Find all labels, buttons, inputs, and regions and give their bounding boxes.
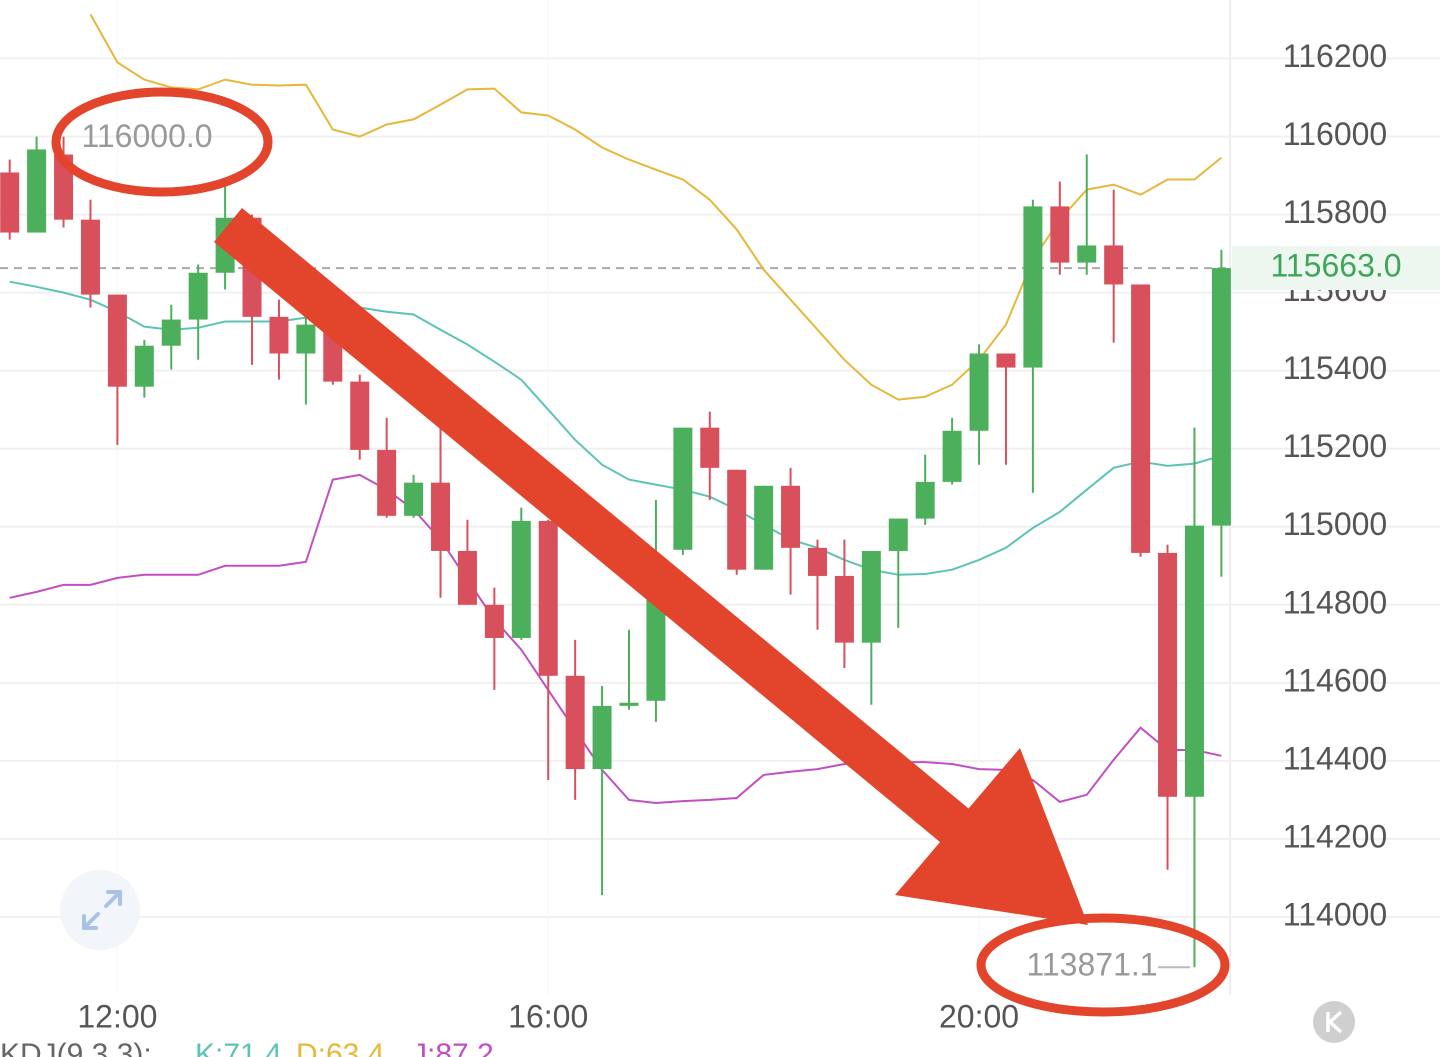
candle-body (1184, 525, 1204, 797)
y-tick-label: 116200 (1283, 38, 1387, 74)
candle-body (1211, 268, 1231, 526)
candle-body (107, 294, 127, 387)
candle-body (484, 604, 504, 638)
last-price-box (1232, 246, 1440, 291)
candle-body (511, 520, 531, 638)
high-marker-label: 116000.0 (81, 118, 212, 154)
candle-body (377, 449, 397, 516)
candle-body (781, 485, 801, 548)
candle-body (861, 550, 881, 643)
candle-body (269, 316, 289, 354)
candle-body (538, 520, 558, 676)
candle-body (1077, 245, 1097, 263)
candle-body (807, 547, 827, 576)
candle-body (592, 705, 612, 770)
candle-body (619, 702, 639, 706)
candle-body (1158, 552, 1178, 797)
highlight-ellipse (51, 87, 273, 197)
indicator-value: K:71.4 (195, 1038, 282, 1057)
highlight-ellipse (976, 913, 1230, 1017)
candle-body (431, 482, 451, 551)
candle-body (350, 381, 370, 450)
x-tick-label: 12:00 (77, 998, 157, 1034)
candle-body (1131, 284, 1151, 553)
candle-body (673, 427, 693, 550)
expand-icon[interactable] (82, 890, 122, 930)
candle-body (188, 272, 208, 320)
y-tick-label: 116000 (1283, 116, 1387, 152)
candle-body (404, 482, 424, 516)
candle-body (80, 219, 100, 295)
labels: 114000 114200 114400 114600 114800 115000 1152… (77, 38, 1440, 1034)
expand-bg[interactable] (60, 870, 140, 950)
indicator-value: J:87.2 (412, 1038, 494, 1057)
candle-body (0, 172, 20, 233)
candle-body (134, 345, 154, 387)
arrow-head (895, 748, 1088, 925)
candle-body (754, 485, 774, 570)
y-tick-label: 114000 (1283, 896, 1387, 932)
candle-body (996, 353, 1016, 368)
y-tick-label: 114200 (1283, 818, 1387, 854)
candle-body (888, 518, 908, 551)
y-tick-label: 114800 (1283, 584, 1387, 620)
y-tick-label: 115000 (1283, 506, 1387, 542)
indicator-value: D:63.4 (296, 1038, 384, 1057)
candle-body (296, 324, 316, 354)
y-tick-label: 115800 (1283, 194, 1387, 230)
last-price-label: 115663.0 (1270, 248, 1401, 284)
candle-body (915, 481, 935, 519)
y-tick-label: 114400 (1283, 740, 1387, 776)
arrow-shaft (214, 208, 974, 847)
band-line (9, 280, 1222, 576)
y-tick-label: 114600 (1283, 662, 1387, 698)
candle-body (969, 353, 989, 431)
x-tick-label: 20:00 (939, 998, 1019, 1034)
candle-body (457, 550, 477, 605)
candle-body (1104, 245, 1124, 285)
candle-body (565, 675, 585, 770)
indicator-title: KDJ(9,3,3): (0, 1038, 152, 1057)
expand-button[interactable] (60, 870, 140, 950)
candle-body (161, 319, 181, 346)
candle-body (727, 469, 747, 570)
candle-body (1050, 206, 1070, 263)
y-tick-label: 115400 (1283, 350, 1387, 386)
candle-body (834, 575, 854, 643)
kline-bg[interactable] (1313, 1001, 1355, 1043)
candle-body (1023, 206, 1043, 368)
y-tick-label: 115200 (1283, 428, 1387, 464)
x-tick-label: 16:00 (508, 998, 588, 1034)
candles (0, 136, 1231, 968)
candle-body (942, 430, 962, 482)
kline-button[interactable] (1313, 1001, 1355, 1043)
candle-body (27, 149, 47, 233)
candle-body (646, 599, 666, 701)
kline-icon[interactable] (1326, 1010, 1343, 1034)
low-marker-label: 113871.1 (1026, 947, 1157, 983)
candle-body (700, 427, 720, 468)
annotation (51, 87, 1230, 1017)
